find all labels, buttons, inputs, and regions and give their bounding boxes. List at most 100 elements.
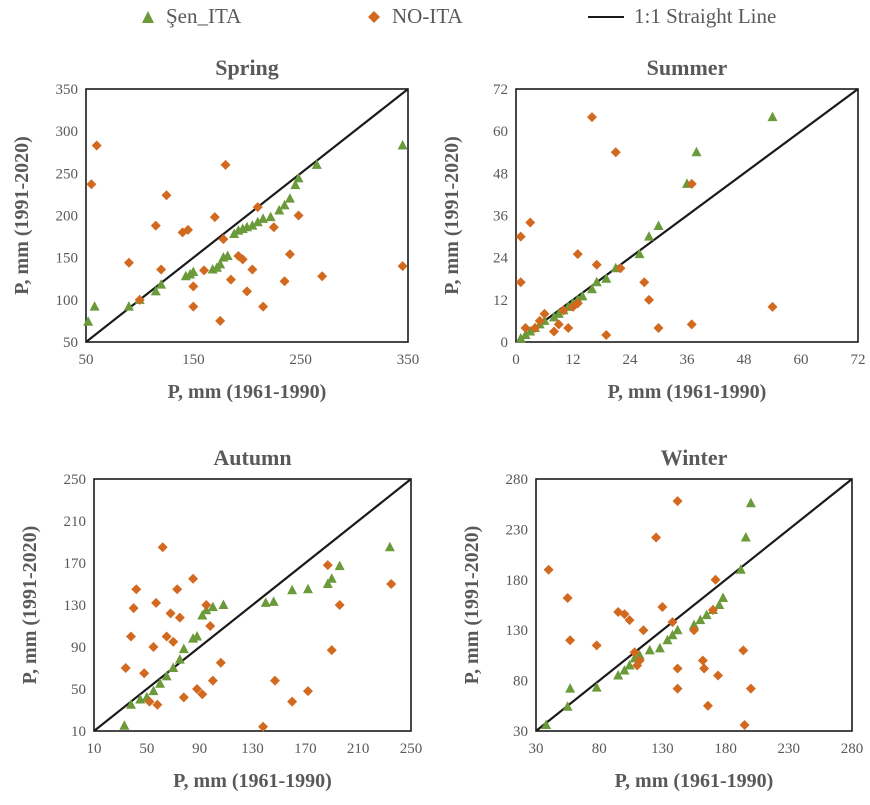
spring-sen-ita-point bbox=[284, 193, 295, 203]
winter-sen-ita-point bbox=[613, 670, 624, 680]
spring-no-ita-point bbox=[182, 224, 193, 235]
winter-y-tick-label: 180 bbox=[506, 573, 529, 589]
spring-sen-ita-point bbox=[123, 301, 134, 311]
winter-sen-ita-point bbox=[565, 683, 576, 693]
spring-no-ita-point bbox=[252, 202, 263, 213]
autumn-no-ita-point bbox=[125, 631, 136, 642]
winter-no-ita-point bbox=[739, 719, 750, 730]
autumn-no-ita-point bbox=[151, 597, 162, 608]
winter-no-ita-point bbox=[638, 625, 649, 636]
autumn-no-ita-point bbox=[131, 584, 142, 595]
winter-no-ita-point bbox=[745, 683, 756, 694]
summer-no-ita-point bbox=[558, 305, 569, 316]
autumn-sen-ita-point bbox=[148, 685, 159, 696]
spring-y-tick-label: 350 bbox=[56, 82, 79, 98]
winter-no-ita-point bbox=[565, 635, 576, 646]
winter-no-ita-point bbox=[672, 683, 683, 694]
summer-no-ita-point bbox=[639, 277, 650, 288]
winter-sen-ita-point bbox=[644, 644, 655, 655]
spring-no-ita-point bbox=[91, 140, 102, 151]
winter-sen-ita-point bbox=[654, 642, 665, 653]
winter-sen-ita-point bbox=[562, 701, 573, 711]
autumn-no-ita-point bbox=[258, 721, 269, 732]
summer-y-axis-label: P, mm (1991-2020) bbox=[441, 136, 463, 295]
winter-sen-ita-point bbox=[541, 719, 552, 729]
summer-title: Summer bbox=[647, 55, 728, 80]
spring-sen-ita-point bbox=[265, 211, 276, 222]
summer-no-ita-point bbox=[653, 322, 664, 333]
winter-no-ita-point bbox=[562, 592, 573, 603]
winter-no-ita-point bbox=[672, 663, 683, 674]
summer-no-ita-point bbox=[549, 326, 559, 337]
summer-no-ita-point bbox=[610, 147, 621, 158]
spring-sen-ita-point bbox=[290, 179, 301, 190]
spring-y-axis-label: P, mm (1991-2020) bbox=[11, 136, 33, 295]
autumn-x-tick-label: 210 bbox=[347, 741, 370, 757]
winter-panel bbox=[535, 478, 853, 732]
winter-no-ita-point bbox=[634, 655, 645, 666]
winter-sen-ita-point bbox=[662, 634, 673, 645]
winter-sen-ita-point bbox=[745, 497, 756, 508]
winter-no-ita-point bbox=[657, 602, 668, 613]
summer-y-tick-label: 24 bbox=[493, 251, 509, 267]
spring-sen-ita-point bbox=[229, 228, 240, 239]
summer-no-ita-point bbox=[767, 301, 778, 312]
autumn-one-to-one-line bbox=[93, 478, 412, 732]
autumn-no-ita-point bbox=[168, 636, 179, 647]
autumn-y-tick-label: 170 bbox=[64, 556, 87, 572]
spring-y-tick-label: 300 bbox=[56, 124, 79, 140]
winter-one-to-one-line bbox=[535, 478, 853, 732]
summer-no-ita-point bbox=[686, 319, 697, 330]
winter-x-axis-label: P, mm (1961-1990) bbox=[615, 770, 774, 792]
winter-plot-frame bbox=[535, 478, 853, 732]
winter-no-ita-point bbox=[651, 532, 662, 543]
winter-sen-ita-point bbox=[672, 624, 683, 635]
winter-no-ita-point bbox=[707, 605, 718, 616]
spring-y-tick-label: 100 bbox=[56, 293, 79, 309]
spring-sen-ita-point bbox=[247, 220, 258, 230]
legend-label-sen: Şen_ITA bbox=[166, 4, 242, 28]
summer-no-ita-point bbox=[591, 259, 602, 270]
summer-y-tick-label: 0 bbox=[501, 335, 509, 351]
autumn-no-ita-point bbox=[152, 699, 163, 710]
winter-sen-ita-point bbox=[634, 649, 645, 660]
winter-sen-ita-point bbox=[714, 599, 725, 609]
winter-no-ita-point bbox=[738, 645, 749, 656]
spring-one-to-one-line bbox=[85, 88, 409, 343]
autumn-no-ita-point bbox=[172, 584, 183, 595]
winter-x-tick-label: 80 bbox=[592, 741, 607, 757]
summer-no-ita-point bbox=[534, 315, 545, 326]
summer-sen-ita-point bbox=[601, 273, 612, 283]
spring-sen-ita-point bbox=[83, 316, 94, 326]
autumn-x-tick-label: 50 bbox=[139, 741, 154, 757]
winter-y-tick-label: 80 bbox=[513, 674, 528, 690]
summer-x-axis-label: P, mm (1961-1990) bbox=[608, 381, 767, 403]
summer-no-ita-point bbox=[644, 294, 654, 305]
autumn-y-axis-label: P, mm (1991-2020) bbox=[19, 526, 41, 685]
autumn-sen-ita-point bbox=[125, 699, 136, 709]
winter-x-tick-label: 30 bbox=[529, 741, 544, 757]
spring-sen-ita-point bbox=[188, 266, 199, 277]
spring-title: Spring bbox=[215, 55, 279, 80]
legend: Şen_ITA NO-ITA 1:1 Straight Line bbox=[0, 4, 870, 34]
winter-no-ita-point bbox=[624, 615, 635, 626]
winter-no-ita-point bbox=[689, 625, 699, 636]
autumn-sen-ita-point bbox=[178, 643, 189, 654]
spring-no-ita-point bbox=[220, 159, 231, 170]
autumn-sen-ita-point bbox=[334, 560, 345, 571]
spring-no-ita-point bbox=[218, 234, 229, 245]
summer-no-ita-point bbox=[563, 322, 574, 333]
summer-no-ita-point bbox=[530, 322, 540, 333]
autumn-no-ita-point bbox=[165, 608, 176, 619]
summer-y-tick-label: 60 bbox=[493, 124, 508, 140]
summer-sen-ita-point bbox=[691, 146, 702, 157]
winter-sen-ita-point bbox=[718, 592, 729, 602]
spring-no-ita-point bbox=[258, 301, 269, 312]
winter-x-tick-label: 130 bbox=[651, 741, 674, 757]
autumn-no-ita-point bbox=[269, 675, 280, 686]
spring-sen-ita-point bbox=[293, 172, 304, 183]
autumn-sen-ita-point bbox=[119, 720, 130, 730]
winter-no-ita-point bbox=[591, 640, 602, 651]
autumn-no-ita-point bbox=[302, 686, 313, 697]
